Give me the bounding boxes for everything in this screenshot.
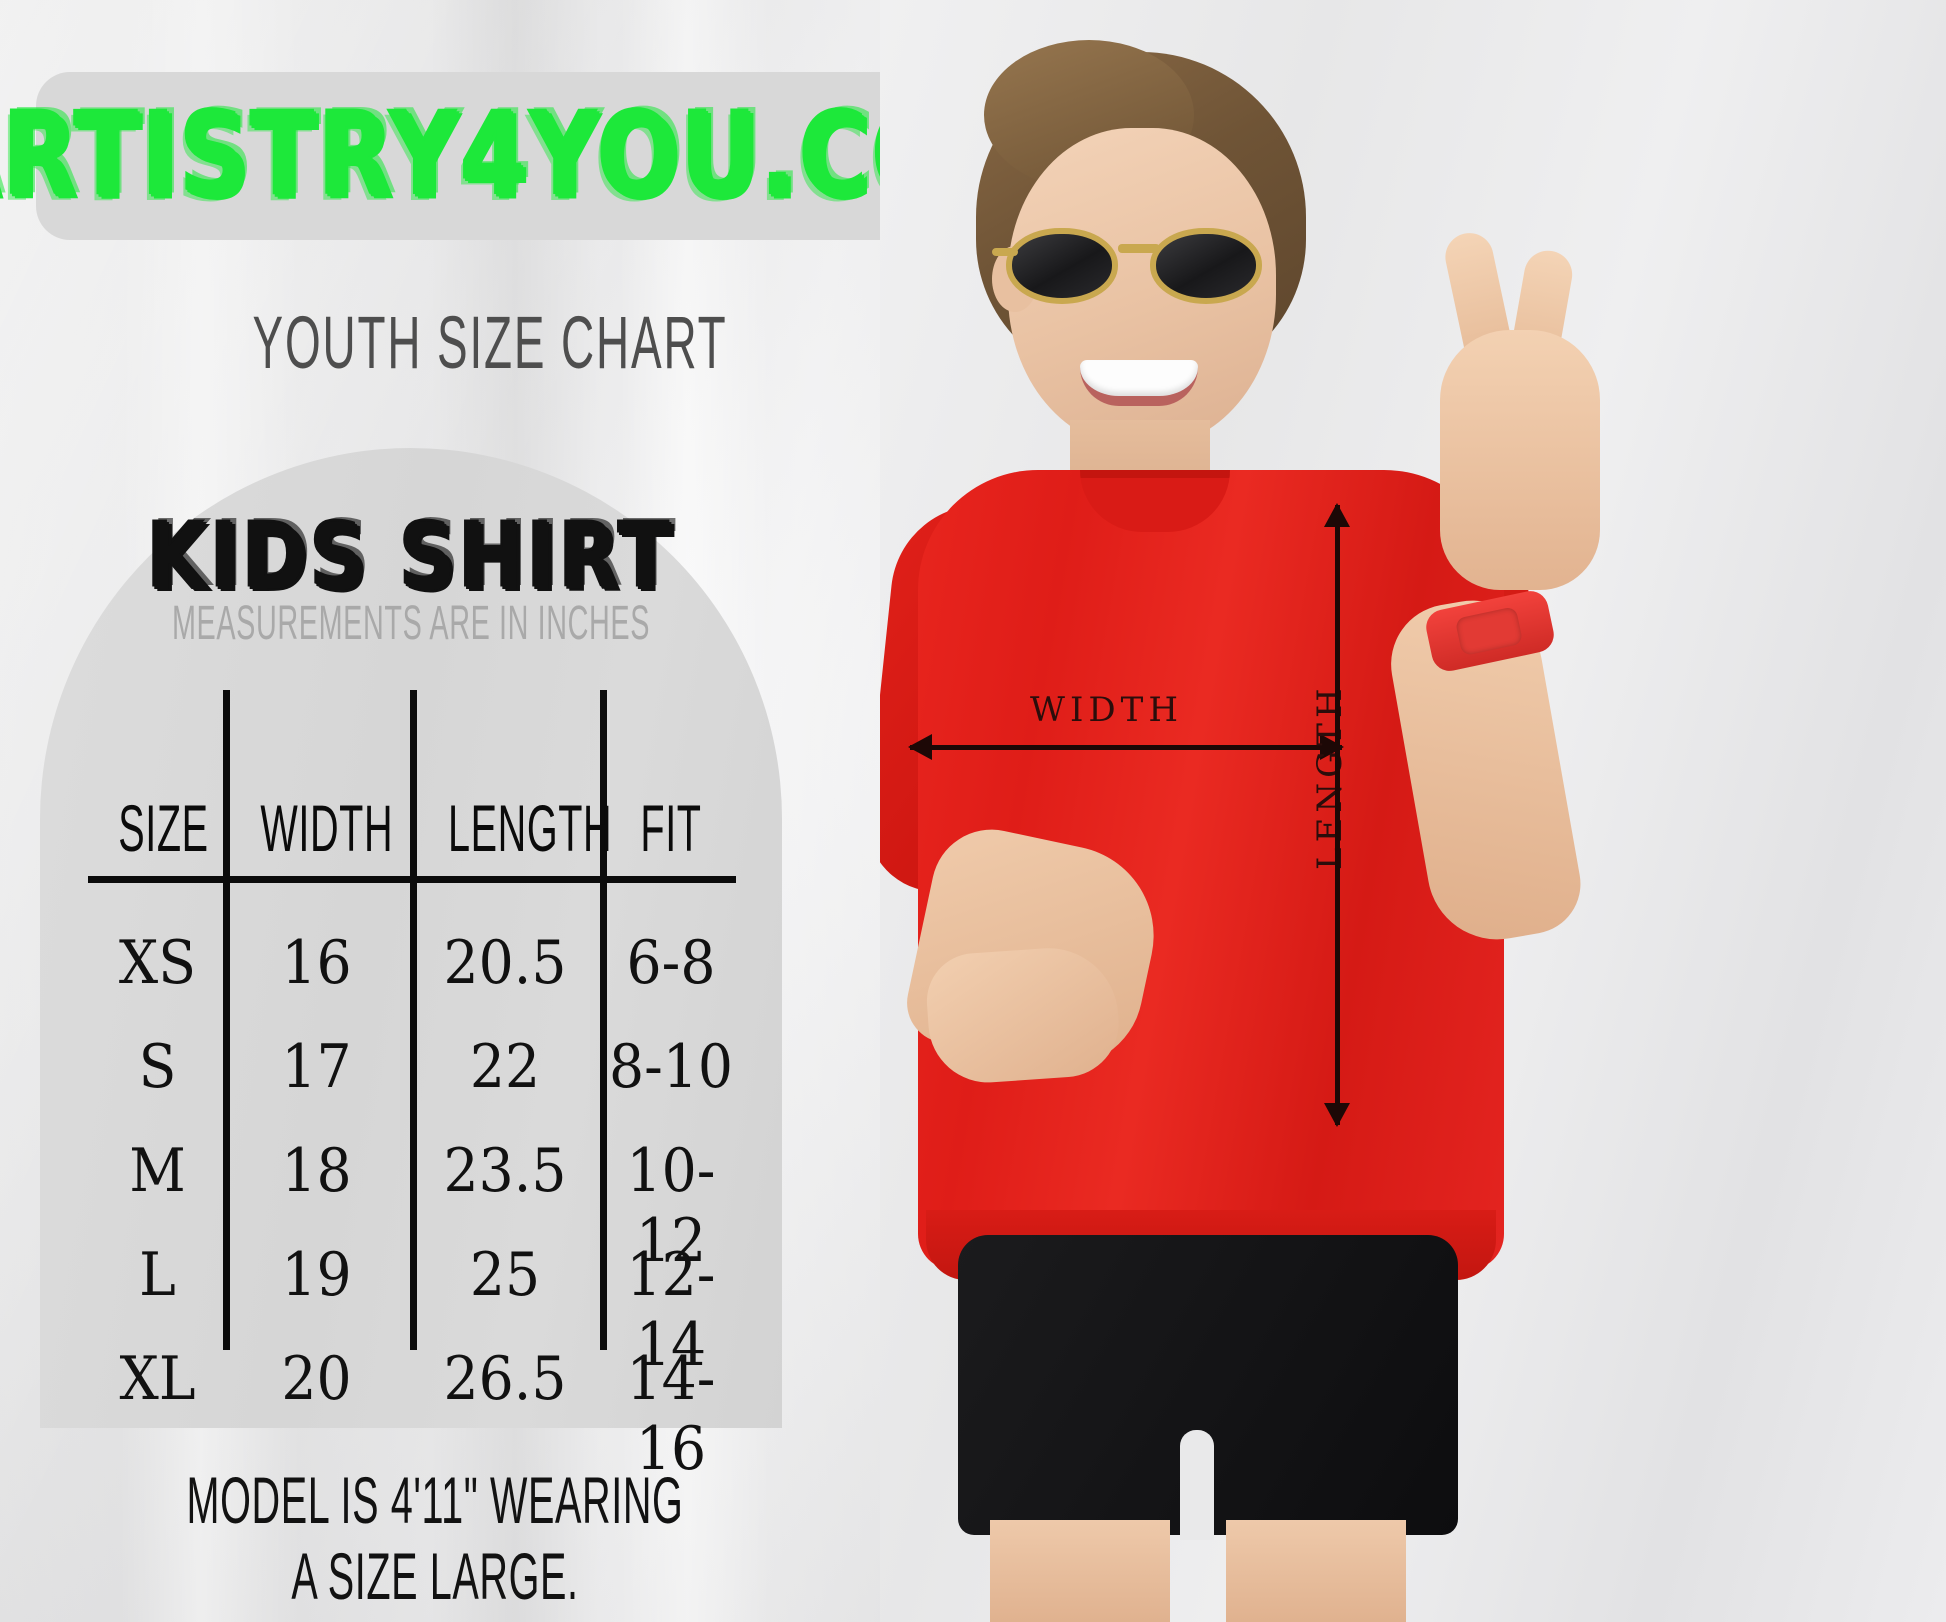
cell-width: 18 [281, 1136, 352, 1206]
model-shorts-gap [1180, 1430, 1214, 1540]
cell-width: 17 [281, 1032, 352, 1102]
cell-size: S [138, 1032, 177, 1102]
cell-length: 25 [469, 1240, 541, 1310]
sunglasses-right-lens [1150, 228, 1262, 304]
width-measure-label: WIDTH [1030, 690, 1183, 730]
table-row: XL 20 26.5 14-16 [92, 1344, 742, 1484]
column-header-length: LENGTH [448, 791, 613, 865]
model-left-hand [923, 943, 1123, 1087]
table-row: XS 16 20.5 6-8 [92, 928, 742, 998]
size-chart-table: SIZE WIDTH LENGTH FIT XS 16 20.5 6-8 S 1… [88, 690, 742, 1484]
cell-fit: 14-16 [626, 1344, 716, 1484]
chart-heading: KIDS SHIRT [147, 505, 675, 612]
model-right-leg [1226, 1520, 1406, 1622]
cell-length: 23.5 [443, 1136, 567, 1206]
cell-length: 20.5 [443, 928, 567, 998]
cell-width: 16 [281, 928, 352, 998]
sunglasses-temple [992, 248, 1018, 256]
cell-fit: 6-8 [626, 928, 716, 998]
cell-width: 20 [281, 1344, 352, 1414]
model-footer-note: MODEL IS 4'11" WEARING A SIZE LARGE. [186, 1463, 684, 1613]
column-header-fit: FIT [640, 791, 702, 865]
model-left-leg [990, 1520, 1170, 1622]
cell-size: M [129, 1136, 186, 1206]
cell-size: XS [118, 928, 197, 998]
model-photo: WIDTH LENGTH [880, 0, 1946, 1622]
cell-fit: 8-10 [608, 1032, 733, 1102]
table-column-divider [600, 690, 607, 1350]
brand-logo-text: ARTISTRY4YOU.COM [0, 87, 1054, 225]
table-header-rule [88, 876, 736, 883]
model-smile [1080, 360, 1198, 406]
sunglasses-bridge [1118, 244, 1160, 253]
brand-logo-banner: ARTISTRY4YOU.COM [0, 72, 1051, 240]
table-column-divider [410, 690, 417, 1350]
table-row: S 17 22 8-10 [92, 1032, 742, 1102]
cell-width: 19 [281, 1240, 352, 1310]
cell-fit: 12-14 [626, 1240, 716, 1380]
cell-length: 26.5 [443, 1344, 567, 1414]
model-right-hand [1440, 330, 1600, 590]
table-row: M 18 23.5 10-12 [92, 1136, 742, 1276]
sunglasses-left-lens [1006, 228, 1118, 304]
width-measure-arrow-icon [908, 734, 1344, 760]
column-header-width: WIDTH [260, 791, 394, 865]
table-column-divider [223, 690, 230, 1350]
table-header-row: SIZE WIDTH LENGTH FIT [92, 790, 742, 866]
cell-size: XL [119, 1344, 196, 1414]
sunglasses-icon [992, 222, 1280, 308]
length-measure-label: LENGTH [1310, 683, 1350, 870]
page-title: YOUTH SIZE CHART [252, 301, 728, 384]
cell-fit: 10-12 [626, 1136, 716, 1276]
column-header-size: SIZE [118, 791, 209, 865]
table-row: L 19 25 12-14 [92, 1240, 742, 1380]
chart-subheading: MEASUREMENTS ARE IN INCHES [171, 597, 651, 650]
model-wristband-face [1454, 606, 1524, 657]
cell-length: 22 [469, 1032, 541, 1102]
length-measure-arrow-icon [1324, 503, 1350, 1127]
cell-size: L [139, 1240, 176, 1310]
